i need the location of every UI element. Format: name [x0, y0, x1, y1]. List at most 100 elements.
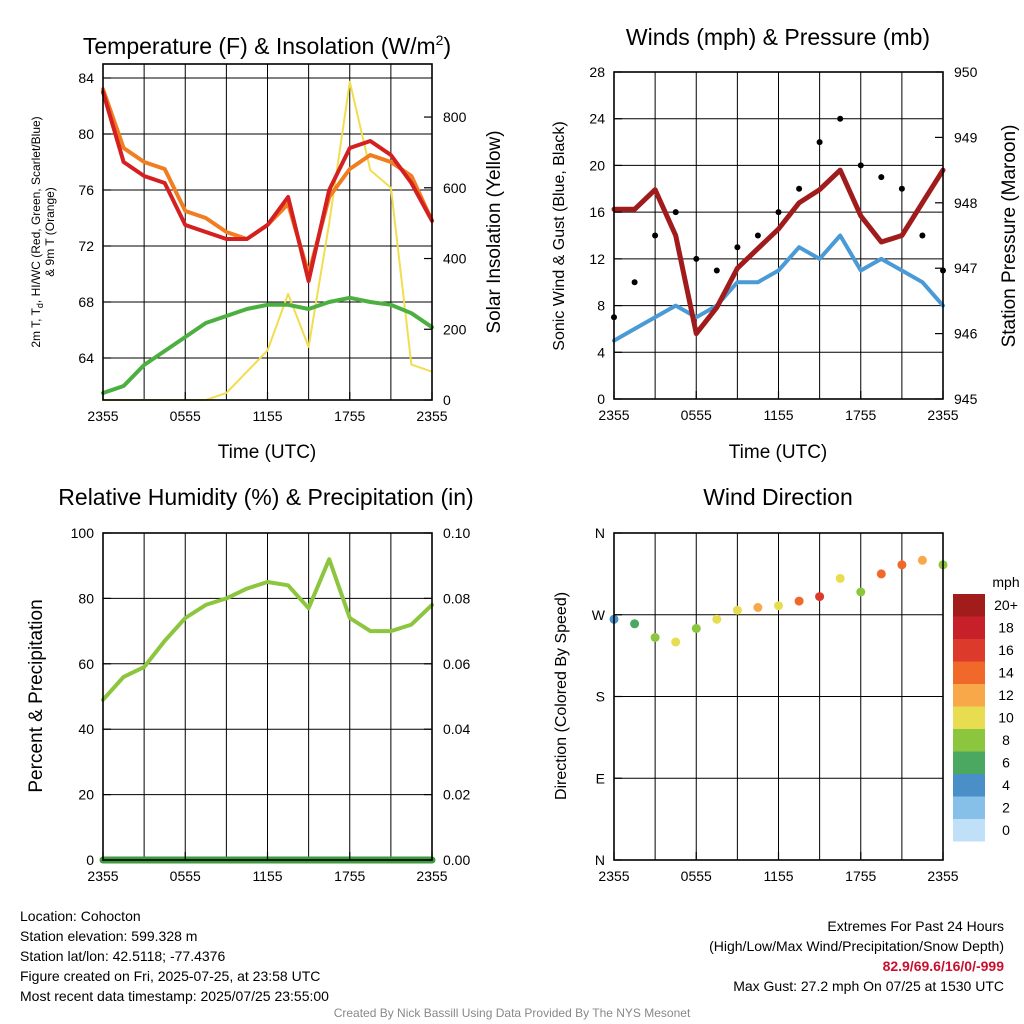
y2-tick-label: 800 [443, 109, 467, 125]
direction-point [732, 605, 742, 615]
direction-grid [614, 532, 943, 861]
station-elevation: Station elevation: 599.328 m [20, 928, 198, 944]
y2-tick-label: 0.04 [443, 721, 470, 737]
humidity-x-ticks: 2355 0555 1155 1755 2355 [87, 852, 448, 884]
legend-label: 4 [1002, 777, 1010, 793]
wind-speed-line [612, 233, 945, 343]
direction-point [774, 601, 783, 611]
winds-y-ticks: 0 4 8 12 16 20 24 28 [589, 64, 622, 407]
y-tick-label: 68 [78, 294, 94, 310]
y-tick-label: 20 [589, 157, 605, 173]
y-tick-label: 8 [597, 298, 605, 314]
direction-point [671, 637, 681, 647]
x-tick-label: 1755 [845, 868, 876, 884]
y-tick-label: 24 [589, 111, 605, 127]
direction-x-ticks: 2355 0555 1155 1755 2355 [598, 852, 959, 884]
legend-swatch [953, 729, 985, 752]
direction-point [630, 619, 640, 629]
y-tick-label: 16 [589, 204, 605, 220]
legend-swatch [953, 774, 985, 797]
station-location: Location: Cohocton [20, 908, 141, 924]
temperature-x-label: Time (UTC) [218, 442, 317, 463]
legend-swatch [953, 661, 985, 684]
y2-tick-label: 950 [954, 64, 978, 80]
gust-point [857, 162, 864, 169]
direction-title: Wind Direction [703, 484, 853, 510]
y2-tick-label: 0.02 [443, 787, 470, 803]
y-tick-label: 76 [78, 182, 94, 198]
temperature-title: Temperature (F) & Insolation (W/m2) [83, 32, 451, 59]
x-tick-label: 2355 [416, 408, 447, 424]
temperature-series [101, 80, 434, 401]
legend-label: 10 [998, 710, 1014, 726]
x-tick-label: 2355 [87, 868, 118, 884]
winds-x-label: Time (UTC) [729, 442, 828, 463]
direction-point [897, 560, 907, 570]
y2-tick-label: 0 [443, 392, 451, 408]
y2-tick-label: 945 [954, 391, 978, 407]
legend-label: 20+ [994, 597, 1018, 613]
gust-point [919, 232, 926, 239]
pressure-y-label: Station Pressure (Maroon) [999, 125, 1020, 348]
y-tick-label: 12 [589, 251, 605, 267]
gust-point [734, 244, 741, 251]
y-tick-label: 72 [78, 238, 94, 254]
temp-2m-line [101, 90, 434, 283]
legend-swatch [953, 684, 985, 707]
gust-point [652, 232, 659, 239]
legend-label: 8 [1002, 732, 1010, 748]
station-latlon: Station lat/lon: 42.5118; -77.4376 [20, 948, 226, 964]
y-tick-label: 0 [597, 391, 605, 407]
y2-tick-label: 0.06 [443, 656, 470, 672]
gust-point [796, 185, 803, 192]
y-tick-label: N [595, 525, 605, 541]
legend-swatch [953, 616, 985, 639]
x-tick-label: 1755 [334, 408, 365, 424]
direction-point [876, 569, 886, 579]
x-tick-label: 0555 [681, 868, 712, 884]
x-tick-label: 2355 [416, 868, 447, 884]
direction-point [712, 614, 722, 624]
winds-title: Winds (mph) & Pressure (mb) [626, 24, 930, 50]
y2-tick-label: 600 [443, 180, 467, 196]
winds-y-label: Sonic Wind & Gust (Blue, Black) [551, 121, 568, 350]
y-tick-label: 84 [78, 70, 94, 86]
gust-point [878, 174, 885, 181]
x-tick-label: 2355 [927, 407, 958, 423]
temperature-y-label-line2: & 9m T (Orange) [43, 187, 57, 277]
gust-point [631, 279, 638, 286]
x-tick-label: 1155 [252, 408, 282, 424]
y-tick-label: S [596, 689, 605, 705]
x-tick-label: 1155 [763, 407, 793, 423]
direction-point [835, 573, 845, 583]
legend-label: 2 [1002, 800, 1010, 816]
gust-point [754, 232, 761, 239]
y2-tick-label: 200 [443, 321, 467, 337]
x-tick-label: 2355 [87, 408, 118, 424]
y-tick-label: 64 [78, 350, 94, 366]
x-tick-label: 0555 [681, 407, 712, 423]
gust-point [816, 139, 823, 146]
y-tick-label: 80 [78, 590, 94, 606]
y-tick-label: 28 [589, 64, 605, 80]
legend-swatch [953, 796, 985, 819]
y2-tick-label: 946 [954, 326, 978, 342]
x-tick-label: 0555 [170, 408, 201, 424]
y2-tick-label: 0.10 [443, 525, 470, 541]
winds-x-ticks: 2355 0555 1155 1755 2355 [598, 391, 959, 423]
direction-series [609, 555, 948, 647]
recent-timestamp: Most recent data timestamp: 2025/07/25 2… [20, 988, 329, 1004]
humidity-y-label: Percent & Precipitation [26, 599, 47, 792]
y-tick-label: 40 [78, 721, 94, 737]
x-tick-label: 1755 [845, 407, 876, 423]
speed-legend: 20+ 18 16 14 12 10 8 6 4 2 0 [953, 594, 1018, 842]
legend-label: 12 [998, 687, 1014, 703]
y2-tick-label: 0.00 [443, 852, 470, 868]
gust-point [672, 209, 679, 216]
legend-swatch [953, 639, 985, 662]
legend-swatch [953, 706, 985, 729]
legend-swatch [953, 594, 985, 617]
humidity-title: Relative Humidity (%) & Precipitation (i… [58, 484, 473, 510]
